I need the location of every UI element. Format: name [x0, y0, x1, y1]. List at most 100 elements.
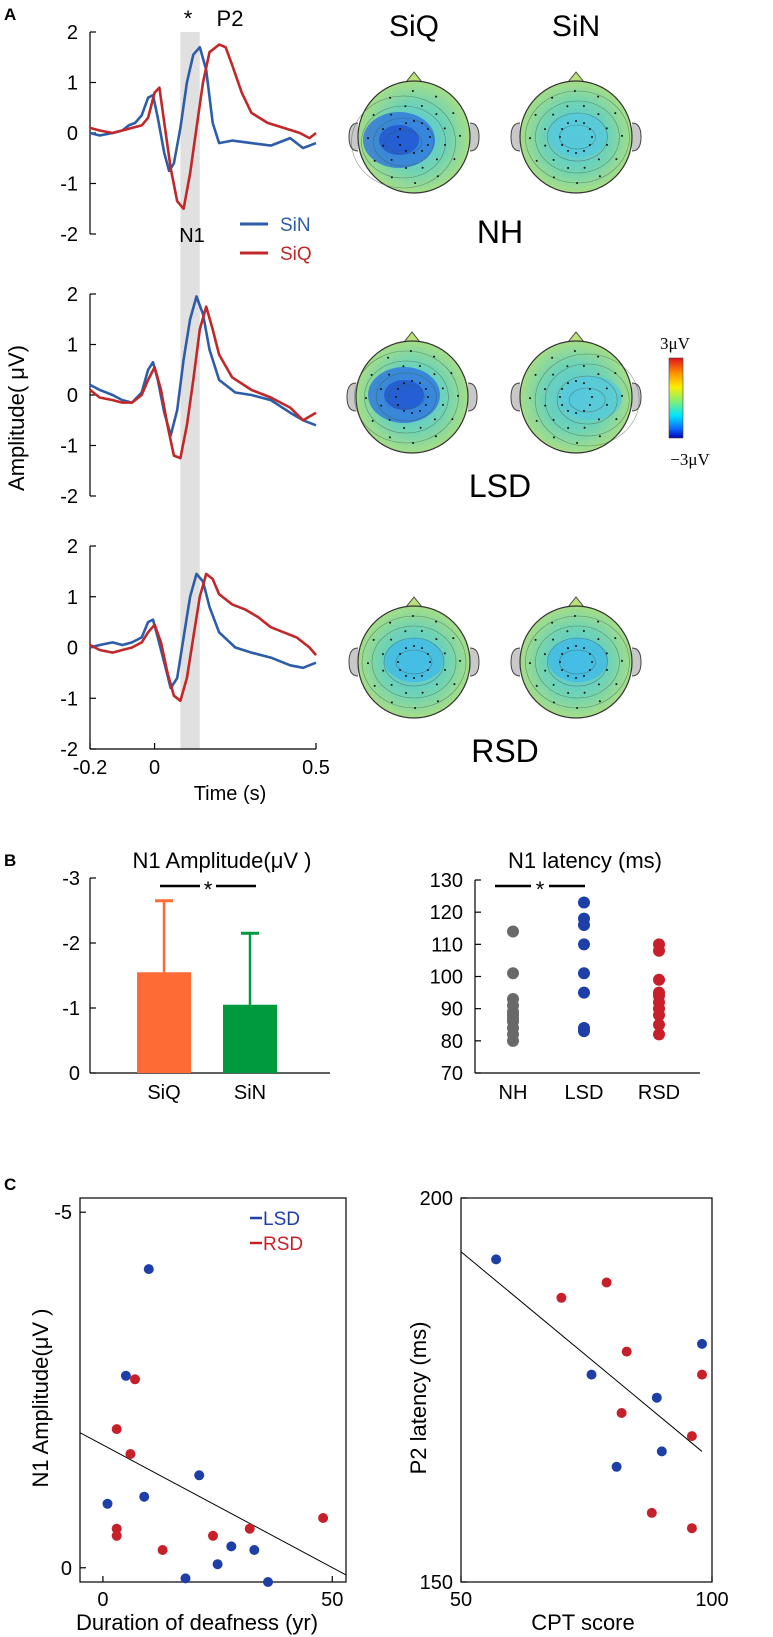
electrode	[452, 637, 455, 640]
electrode	[597, 683, 600, 686]
panel-label-b: B	[4, 851, 16, 870]
electrode	[559, 661, 561, 663]
y-tick-label: 0	[67, 638, 78, 660]
y-tick-label: 0	[67, 123, 78, 145]
electrode	[390, 683, 393, 686]
electrode	[435, 113, 438, 116]
electrode	[583, 691, 586, 694]
electrode	[552, 373, 555, 376]
bar-siq	[137, 972, 191, 1073]
latency-point-lsd	[578, 1021, 590, 1034]
scatter-point-rsd	[616, 1408, 627, 1418]
electrode	[389, 621, 392, 624]
contour-line	[354, 350, 459, 444]
electrode	[444, 143, 446, 146]
electrode	[397, 388, 400, 390]
electrode	[576, 442, 579, 444]
electrode	[457, 394, 459, 397]
electrode	[453, 683, 456, 686]
electrode	[614, 112, 617, 115]
electrode	[567, 382, 569, 385]
y-tick-label: -2	[60, 739, 78, 761]
electrode	[583, 409, 585, 412]
electrode	[534, 373, 537, 376]
electrode	[606, 668, 608, 671]
electrode	[583, 382, 585, 385]
latency-category-label: LSD	[565, 1082, 604, 1104]
electrode	[615, 418, 618, 421]
bar-chart-title: N1 Amplitude(μV )	[133, 848, 312, 873]
nose	[403, 331, 421, 343]
group-label-rsd: RSD	[471, 733, 539, 769]
electrode	[389, 96, 392, 99]
contour-line	[388, 384, 425, 410]
electrode	[421, 166, 424, 169]
electrode	[412, 442, 415, 444]
electrode	[459, 659, 461, 662]
n1-latency-chart: N1 latency (ms) * 130 120 110 100 90 80 70 NH LS…	[430, 848, 700, 1104]
latency-y-tick-label: 70	[441, 1063, 463, 1085]
electrode	[413, 645, 415, 647]
electrode	[573, 90, 576, 92]
electrode	[588, 128, 591, 130]
electrode	[535, 684, 538, 687]
electrode	[566, 365, 569, 368]
electrode	[373, 684, 376, 687]
scatter-point-lsd	[139, 1491, 150, 1502]
contour-line	[371, 625, 457, 699]
ear	[631, 647, 642, 677]
electrode	[552, 701, 555, 704]
electrode	[598, 435, 601, 438]
electrode	[575, 412, 577, 414]
electrode	[552, 158, 555, 161]
scatter-point-lsd	[611, 1461, 622, 1472]
electrode	[382, 669, 385, 672]
electrode	[453, 158, 456, 161]
scatter-point-lsd	[586, 1369, 597, 1380]
electrode	[380, 388, 382, 391]
electrode	[567, 409, 569, 412]
electrode	[388, 418, 391, 421]
activation-blob	[384, 638, 444, 682]
y-tick-label: 2	[67, 284, 78, 306]
electrode	[435, 158, 438, 161]
topomap-3	[510, 331, 642, 454]
x-tick-label: 50	[321, 1589, 343, 1611]
nose	[405, 71, 423, 83]
scatter-point-lsd	[651, 1392, 662, 1403]
panel-label-a: A	[4, 5, 16, 24]
electrode	[405, 149, 407, 152]
plot-frame	[79, 1197, 347, 1583]
ear	[510, 647, 521, 677]
topomap-1	[510, 71, 642, 194]
electrode	[598, 175, 601, 178]
contour-line	[361, 615, 467, 709]
electrode	[534, 113, 537, 116]
electrode	[588, 669, 591, 671]
electrode	[534, 638, 537, 641]
latency-y-tick-label: 120	[430, 902, 463, 924]
electrode	[411, 90, 414, 92]
contour-line	[351, 95, 456, 189]
y-tick-label: 1	[67, 587, 78, 609]
electrode	[434, 435, 437, 438]
contour-line	[373, 117, 434, 167]
bar-sin	[223, 1004, 277, 1073]
cpt-y-axis-label: P2 latency (ms)	[406, 1322, 431, 1475]
electrode	[567, 167, 570, 169]
electrode	[372, 113, 375, 116]
electrode	[380, 404, 383, 407]
electrode	[424, 404, 427, 406]
scatter-point-rsd	[111, 1530, 122, 1541]
bar-y-tick-label: -2	[62, 933, 80, 955]
electrode	[403, 409, 405, 412]
electrode	[411, 380, 413, 382]
y-tick-label: -1	[60, 174, 78, 196]
electrode	[544, 653, 546, 656]
electrode	[413, 677, 415, 679]
electrode	[436, 175, 439, 178]
n1-window-shading	[180, 32, 200, 749]
panel-label-c: C	[4, 1175, 16, 1194]
electrode	[567, 122, 569, 125]
erp-plot-nh: 2 1 0 -1 -2	[60, 22, 317, 246]
